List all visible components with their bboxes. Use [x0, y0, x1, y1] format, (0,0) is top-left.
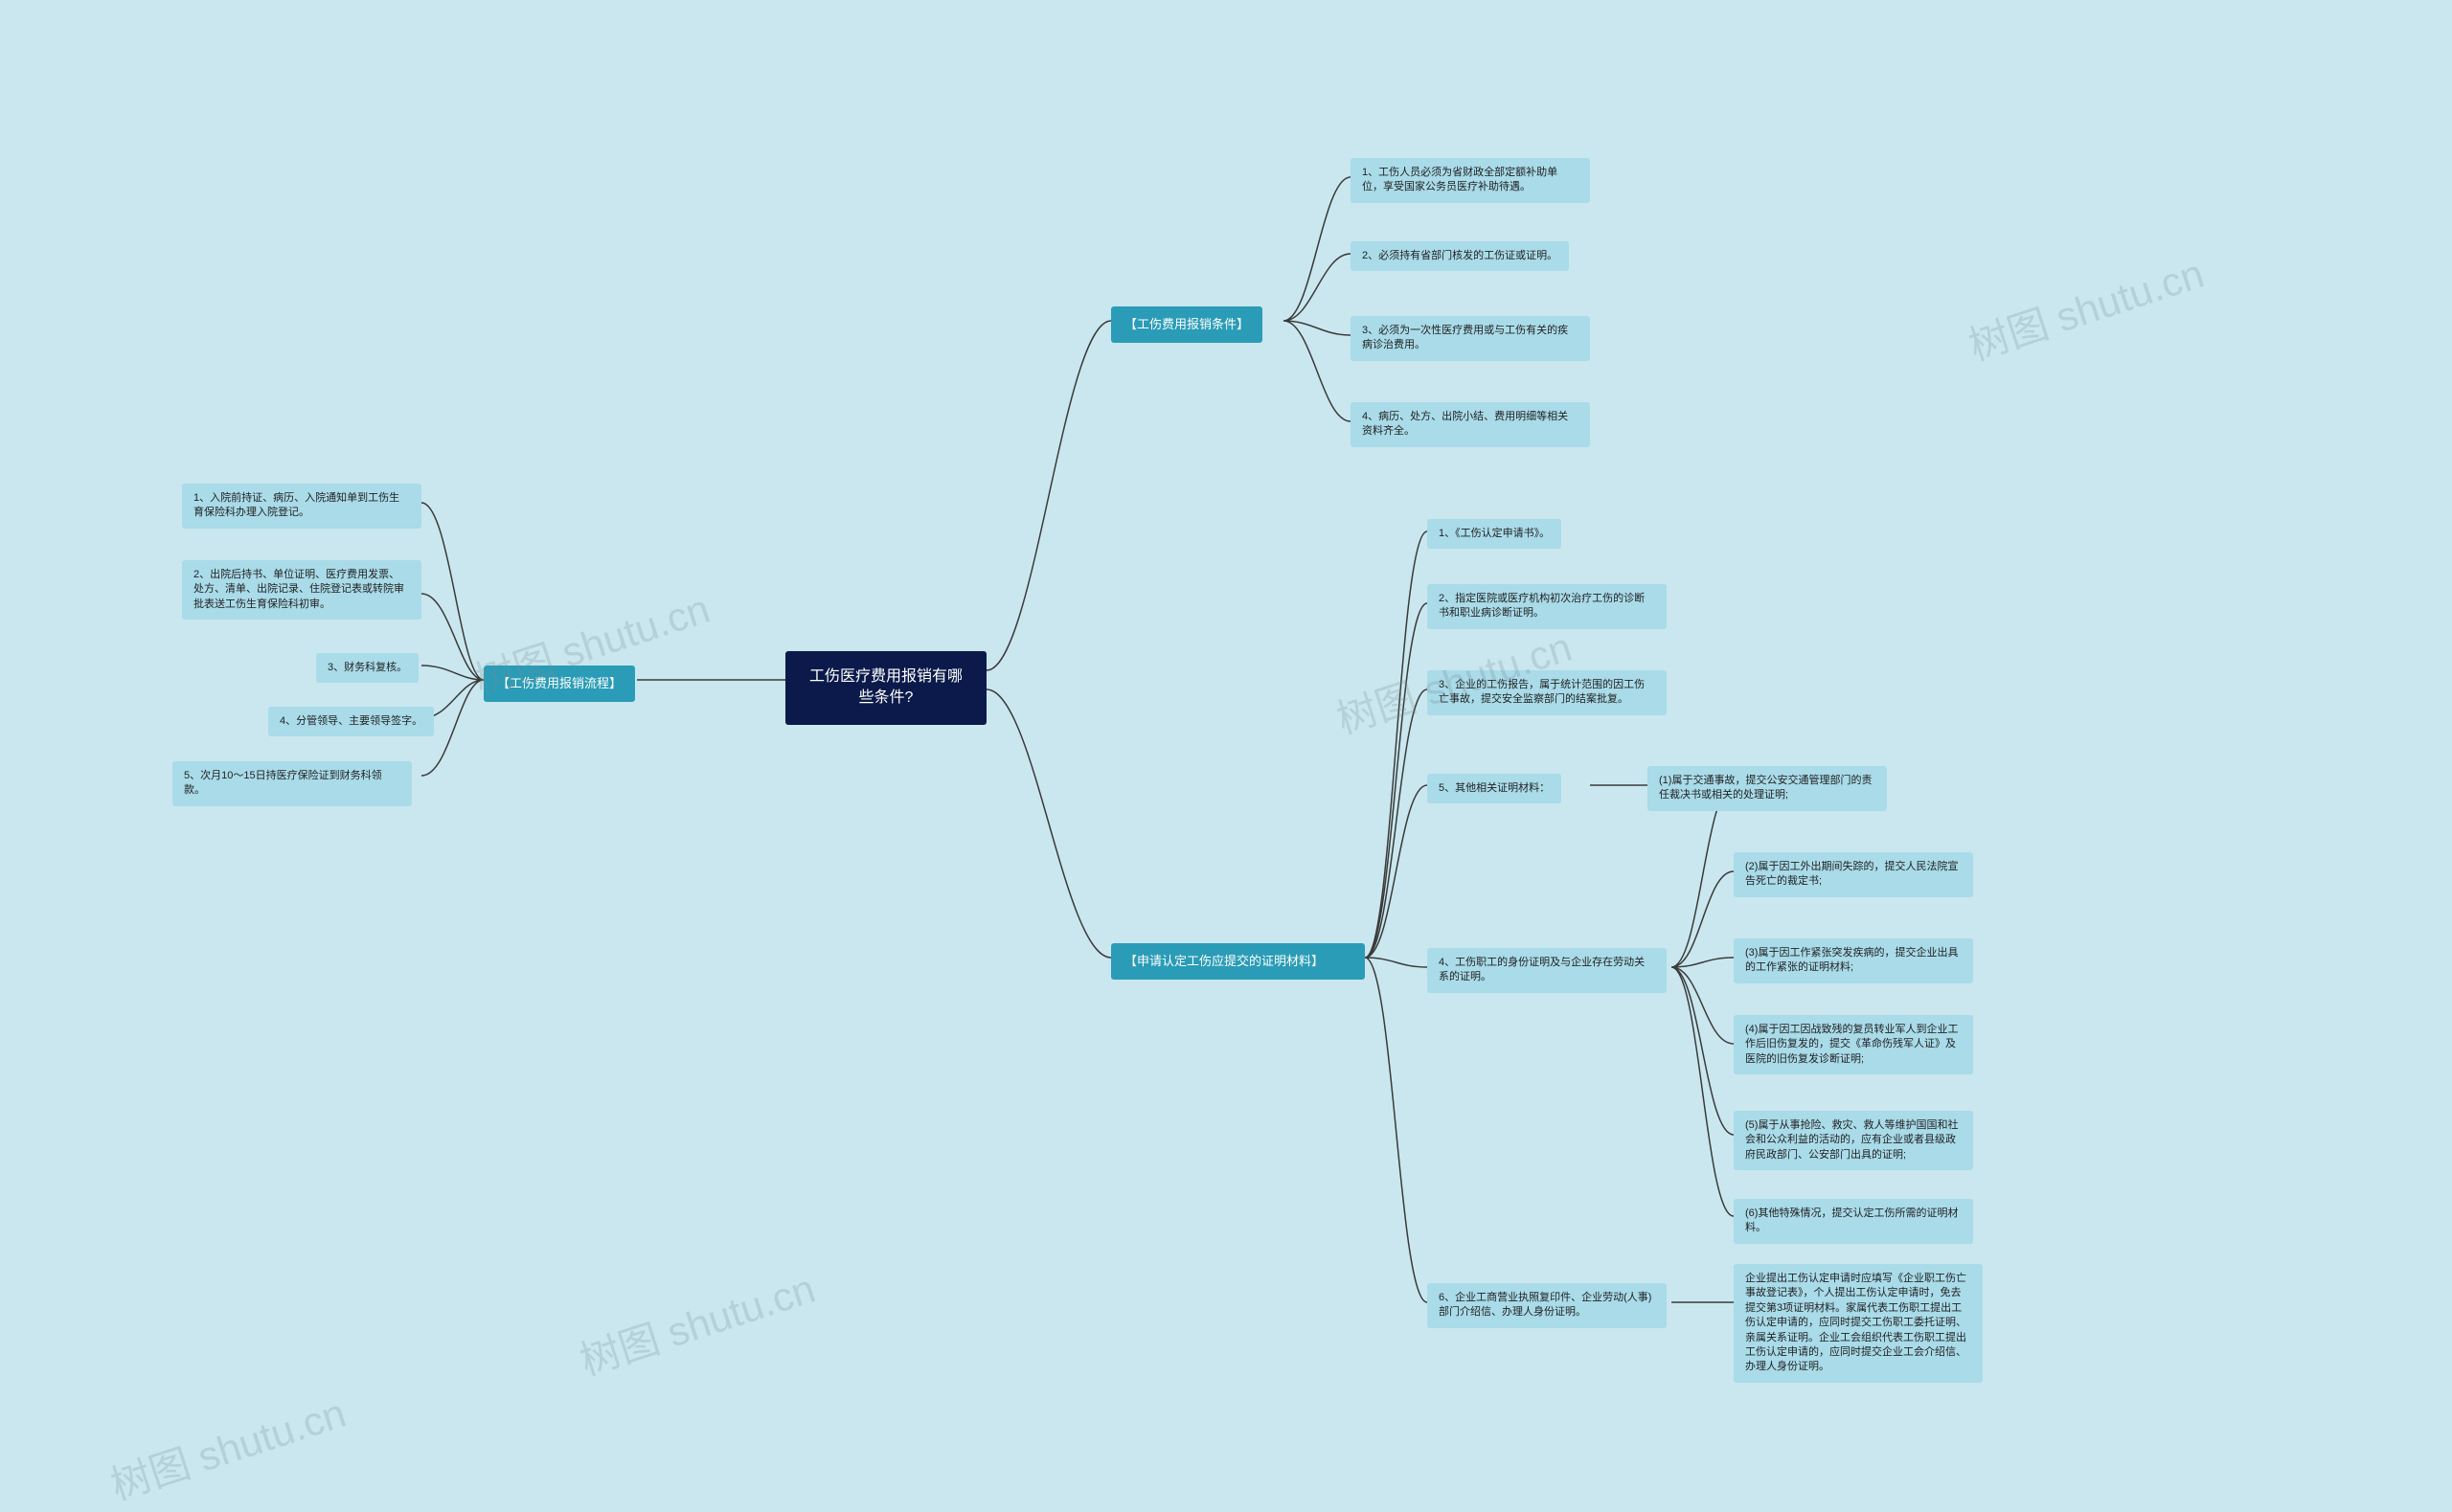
r2-item-6-note-text: 企业提出工伤认定申请时应填写《企业职工伤亡事故登记表》，个人提出工伤认定申请时，…: [1745, 1273, 1966, 1372]
r2-item-4-text: 4、工伤职工的身份证明及与企业存在劳动关系的证明。: [1439, 957, 1645, 982]
r2-item-2: 2、指定医院或医疗机构初次治疗工伤的诊断书和职业病诊断证明。: [1427, 584, 1667, 629]
left-item-4: 4、分管领导、主要领导签字。: [268, 707, 434, 736]
connector-lines: [0, 0, 2452, 1502]
right-branch-1-label: 【工伤费用报销条件】: [1124, 317, 1249, 331]
r2-sub-5: (5)属于从事抢险、救灾、救人等维护国国和社会和公众利益的活动的，应有企业或者县…: [1734, 1111, 1973, 1170]
left-branch-label: 【工伤费用报销流程】: [497, 676, 622, 690]
r2-sub-4: (4)属于因工因战致残的复员转业军人到企业工作后旧伤复发的，提交《革命伤残军人证…: [1734, 1015, 1973, 1074]
r2-item-5: 5、其他相关证明材料：: [1427, 774, 1561, 803]
left-item-3-text: 3、财务科复核。: [328, 662, 407, 673]
r1-item-2-text: 2、必须持有省部门核发的工伤证或证明。: [1362, 250, 1557, 261]
r2-item-6-text: 6、企业工商营业执照复印件、企业劳动(人事)部门介绍信、办理人身份证明。: [1439, 1292, 1651, 1318]
r2-sub-1: (1)属于交通事故，提交公安交通管理部门的责任裁决书或相关的处理证明;: [1647, 766, 1887, 811]
r2-sub-2: (2)属于因工外出期间失踪的，提交人民法院宣告死亡的裁定书;: [1734, 852, 1973, 897]
r2-item-6: 6、企业工商营业执照复印件、企业劳动(人事)部门介绍信、办理人身份证明。: [1427, 1283, 1667, 1328]
right-branch-1: 【工伤费用报销条件】: [1111, 306, 1262, 343]
r2-item-2-text: 2、指定医院或医疗机构初次治疗工伤的诊断书和职业病诊断证明。: [1439, 593, 1645, 619]
r1-item-3-text: 3、必须为一次性医疗费用或与工伤有关的疾病诊治费用。: [1362, 325, 1568, 350]
root-label: 工伤医疗费用报销有哪些条件?: [809, 668, 963, 706]
r1-item-4-text: 4、病历、处方、出院小结、费用明细等相关资料齐全。: [1362, 411, 1568, 437]
r2-sub-6: (6)其他特殊情况，提交认定工伤所需的证明材料。: [1734, 1199, 1973, 1244]
r2-item-1-text: 1、《工伤认定申请书》。: [1439, 528, 1550, 539]
r2-item-1: 1、《工伤认定申请书》。: [1427, 519, 1561, 549]
left-branch: 【工伤费用报销流程】: [484, 666, 635, 702]
root-node: 工伤医疗费用报销有哪些条件?: [785, 651, 987, 725]
r2-sub-1-text: (1)属于交通事故，提交公安交通管理部门的责任裁决书或相关的处理证明;: [1659, 775, 1872, 801]
r2-sub-4-text: (4)属于因工因战致残的复员转业军人到企业工作后旧伤复发的，提交《革命伤残军人证…: [1745, 1024, 1958, 1065]
r1-item-3: 3、必须为一次性医疗费用或与工伤有关的疾病诊治费用。: [1351, 316, 1590, 361]
left-item-4-text: 4、分管领导、主要领导签字。: [280, 715, 422, 727]
r2-sub-2-text: (2)属于因工外出期间失踪的，提交人民法院宣告死亡的裁定书;: [1745, 861, 1958, 887]
r2-item-4: 4、工伤职工的身份证明及与企业存在劳动关系的证明。: [1427, 948, 1667, 993]
left-item-5-text: 5、次月10～15日持医疗保险证到财务科领款。: [184, 770, 382, 796]
left-item-1-text: 1、入院前持证、病历、入院通知单到工伤生育保险科办理入院登记。: [193, 492, 399, 518]
r2-item-3: 3、企业的工伤报告，属于统计范围的因工伤亡事故，提交安全监察部门的结案批复。: [1427, 670, 1667, 715]
right-branch-2: 【申请认定工伤应提交的证明材料】: [1111, 943, 1365, 980]
watermark: 树图 shutu.cn: [1961, 241, 2211, 372]
r2-sub-5-text: (5)属于从事抢险、救灾、救人等维护国国和社会和公众利益的活动的，应有企业或者县…: [1745, 1119, 1958, 1161]
r2-sub-3: (3)属于因工作紧张突发疾病的，提交企业出具的工作紧张的证明材料;: [1734, 938, 1973, 983]
r2-sub-6-text: (6)其他特殊情况，提交认定工伤所需的证明材料。: [1745, 1207, 1958, 1233]
watermark: 树图 shutu.cn: [572, 1256, 822, 1388]
left-item-1: 1、入院前持证、病历、入院通知单到工伤生育保险科办理入院登记。: [182, 484, 421, 529]
left-item-2: 2、出院后持书、单位证明、医疗费用发票、处方、清单、出院记录、住院登记表或转院审…: [182, 560, 421, 620]
right-branch-2-label: 【申请认定工伤应提交的证明材料】: [1124, 954, 1324, 968]
r1-item-1-text: 1、工伤人员必须为省财政全部定额补助单位，享受国家公务员医疗补助待遇。: [1362, 167, 1557, 192]
left-item-3: 3、财务科复核。: [316, 653, 419, 683]
r1-item-1: 1、工伤人员必须为省财政全部定额补助单位，享受国家公务员医疗补助待遇。: [1351, 158, 1590, 203]
r2-sub-3-text: (3)属于因工作紧张突发疾病的，提交企业出具的工作紧张的证明材料;: [1745, 947, 1958, 973]
watermark: 树图 shutu.cn: [102, 1381, 352, 1512]
r2-item-5-text: 5、其他相关证明材料：: [1439, 782, 1550, 794]
r1-item-2: 2、必须持有省部门核发的工伤证或证明。: [1351, 241, 1569, 271]
r1-item-4: 4、病历、处方、出院小结、费用明细等相关资料齐全。: [1351, 402, 1590, 447]
left-item-2-text: 2、出院后持书、单位证明、医疗费用发票、处方、清单、出院记录、住院登记表或转院审…: [193, 569, 404, 610]
left-item-5: 5、次月10～15日持医疗保险证到财务科领款。: [172, 761, 412, 806]
r2-item-3-text: 3、企业的工伤报告，属于统计范围的因工伤亡事故，提交安全监察部门的结案批复。: [1439, 679, 1645, 705]
r2-item-6-note: 企业提出工伤认定申请时应填写《企业职工伤亡事故登记表》，个人提出工伤认定申请时，…: [1734, 1264, 1983, 1383]
